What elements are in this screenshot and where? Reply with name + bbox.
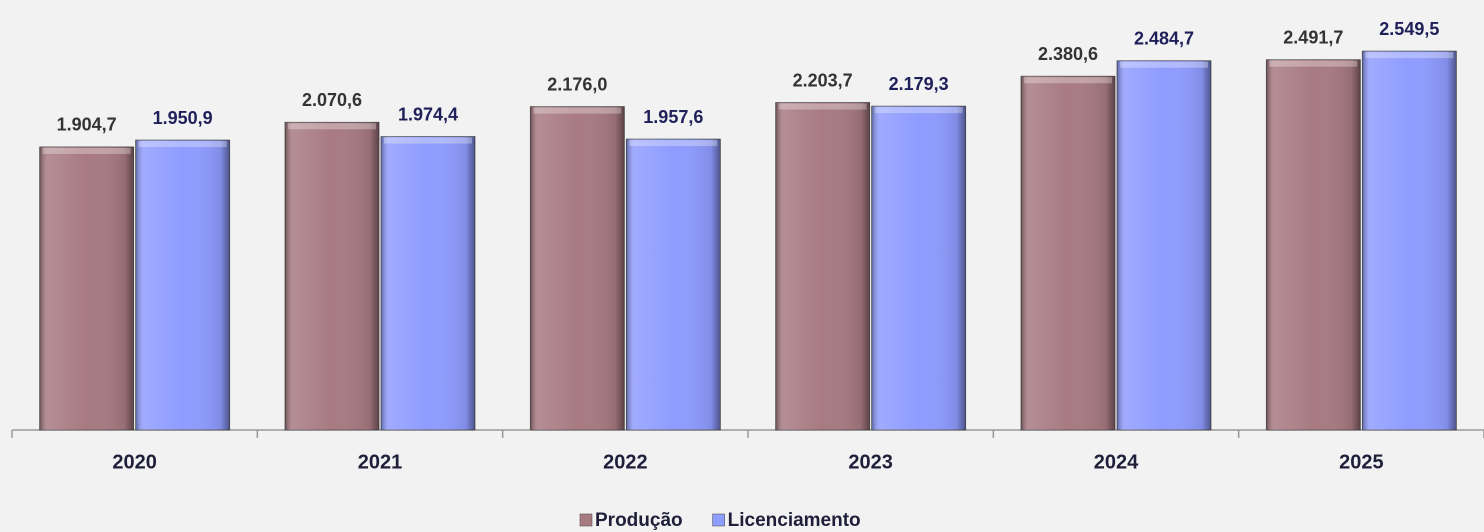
value-label: 2.179,3 [889, 74, 949, 94]
value-label: 2.070,6 [302, 90, 362, 110]
bar-cap [1024, 77, 1112, 84]
bar-cap [384, 137, 472, 144]
bar-shade [1362, 51, 1457, 431]
bar-shade [1021, 76, 1115, 430]
bar-shade [871, 106, 966, 430]
bar-cap [1269, 60, 1358, 67]
bar-shade [381, 136, 475, 431]
legend-label: Licenciamento [728, 510, 861, 531]
bar-shade [39, 146, 134, 430]
x-tick-label: 2020 [112, 451, 157, 473]
bar-shade [626, 139, 721, 430]
value-label: 2.484,7 [1134, 28, 1194, 48]
x-tick-label: 2023 [848, 451, 893, 473]
bar-cap [874, 107, 963, 114]
bar-shade [775, 102, 870, 431]
bar-cap [1120, 61, 1208, 68]
value-label: 1.974,4 [398, 104, 458, 124]
value-label: 2.203,7 [793, 70, 853, 90]
bar-shade [285, 122, 379, 431]
x-tick-label: 2022 [603, 451, 648, 473]
value-label: 1.904,7 [57, 115, 117, 135]
value-label: 2.176,0 [547, 74, 607, 94]
value-label: 2.380,6 [1038, 44, 1098, 64]
value-label: 1.950,9 [153, 108, 213, 128]
bar-cap [42, 147, 131, 154]
bar-cap [288, 123, 376, 130]
bar-cap [778, 103, 867, 110]
bar-cap [1365, 52, 1454, 59]
x-tick-label: 2021 [358, 451, 403, 473]
bar-shade [530, 106, 625, 430]
bar-cap [138, 141, 227, 148]
x-tick-label: 2024 [1094, 451, 1139, 473]
value-label: 1.957,6 [643, 107, 703, 127]
bar-cap [533, 107, 622, 114]
legend: Produção Licenciamento [579, 510, 861, 531]
x-tick-label: 2025 [1339, 451, 1384, 473]
value-label: 2.549,5 [1379, 19, 1439, 39]
bar-shade [135, 140, 230, 430]
bar-shade [1266, 59, 1361, 431]
legend-swatch [579, 513, 593, 527]
legend-label: Produção [595, 510, 683, 531]
legend-swatch [712, 513, 725, 527]
bar-shade [1117, 60, 1211, 430]
value-label: 2.491,7 [1283, 27, 1343, 47]
bar-cap [629, 140, 718, 147]
